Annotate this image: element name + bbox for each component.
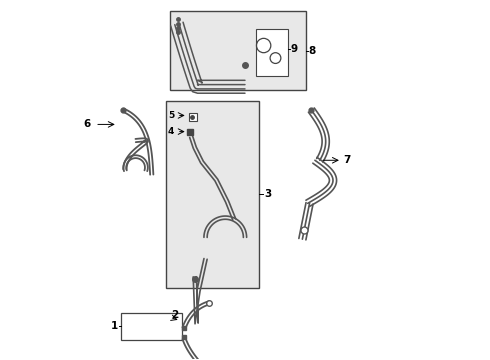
Text: 2: 2 [171, 310, 178, 320]
Text: 1: 1 [111, 321, 119, 331]
Bar [122, 313, 182, 339]
Bar [170, 12, 306, 90]
Text: 3: 3 [264, 189, 271, 199]
Text: 9: 9 [291, 44, 298, 54]
Text: 6: 6 [83, 120, 90, 129]
Text: 5: 5 [168, 111, 174, 120]
Text: 8: 8 [309, 46, 316, 56]
Text: 7: 7 [343, 155, 350, 165]
Text: 4: 4 [168, 127, 174, 136]
Bar [256, 30, 288, 76]
Bar [189, 113, 196, 121]
Bar [166, 101, 259, 288]
